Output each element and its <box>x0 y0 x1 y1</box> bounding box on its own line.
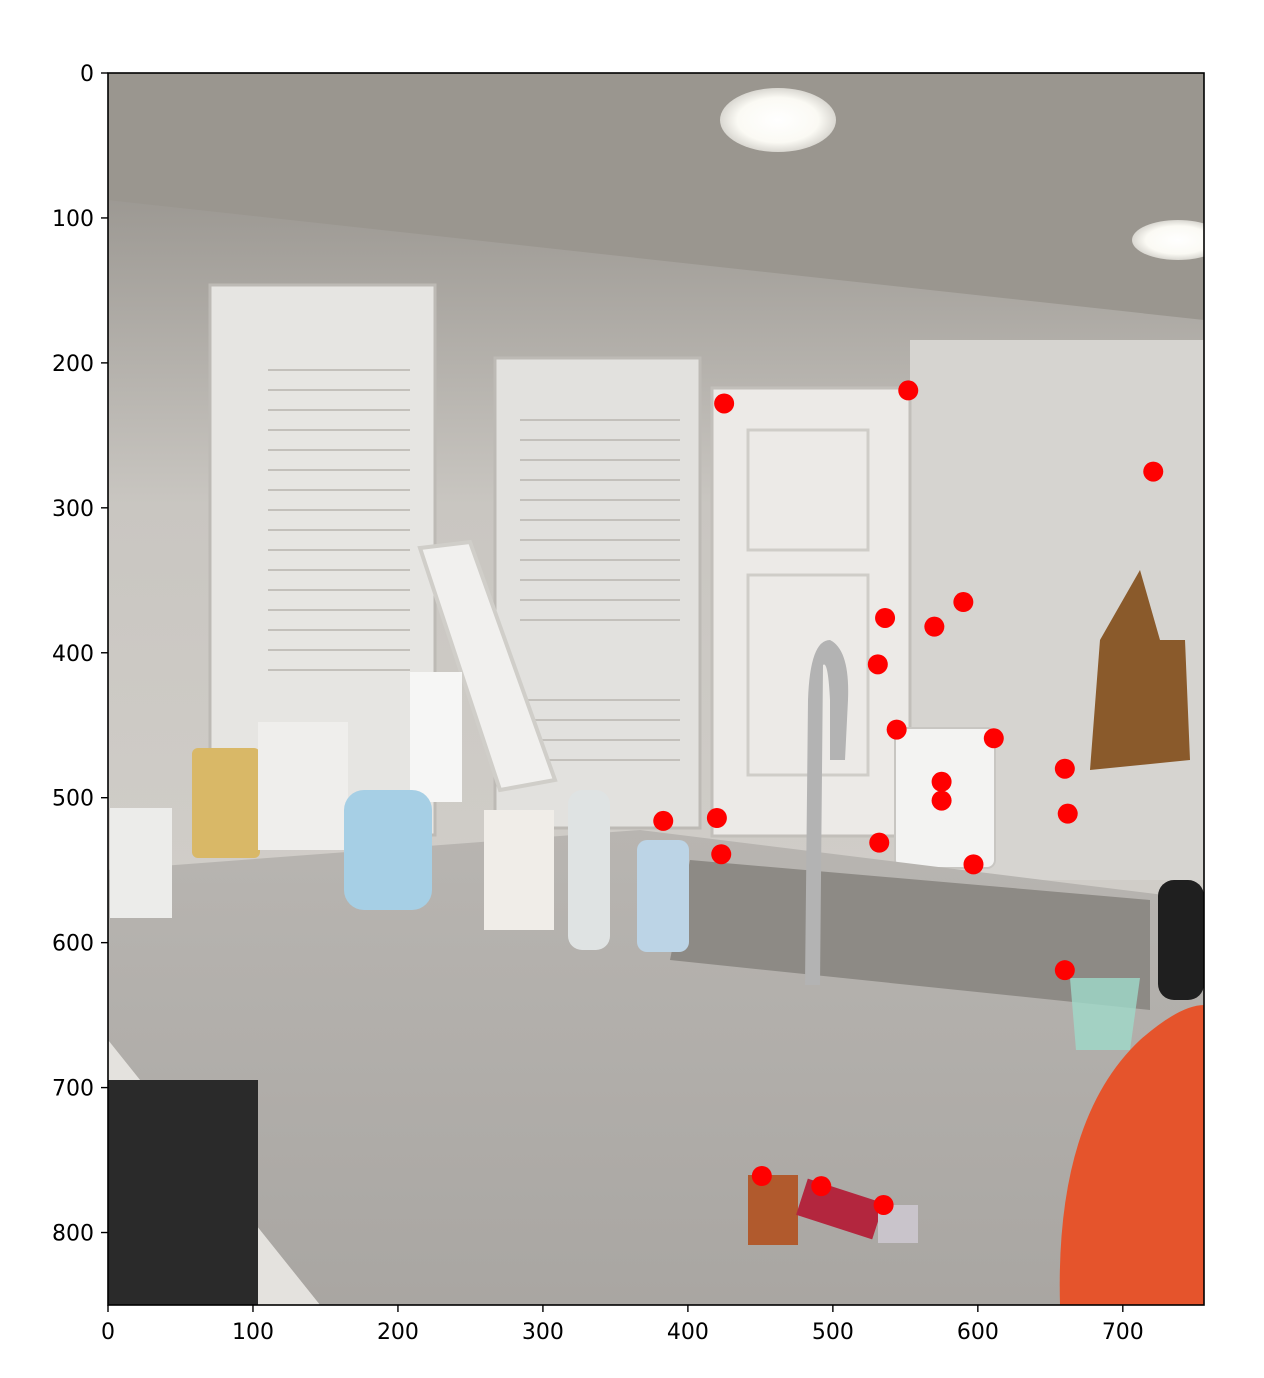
scatter-point <box>1143 461 1164 482</box>
scatter-point <box>924 616 945 637</box>
y-tick-label: 100 <box>52 207 94 232</box>
x-tick-label: 200 <box>377 1320 419 1345</box>
x-tick-label: 0 <box>101 1320 115 1345</box>
x-tick-label: 500 <box>812 1320 854 1345</box>
scatter-point <box>1054 960 1075 981</box>
x-tick-label: 400 <box>667 1320 709 1345</box>
x-tick-label: 100 <box>232 1320 274 1345</box>
scatter-points <box>653 380 1164 1215</box>
background-photo <box>108 73 1204 1305</box>
plot-frame <box>107 72 1205 1306</box>
y-tick-label: 0 <box>80 62 94 87</box>
scatter-point <box>706 807 727 828</box>
y-tick-label: 500 <box>52 787 94 812</box>
scatter-point <box>931 771 952 792</box>
y-tick-label: 300 <box>52 497 94 522</box>
scatter-point <box>873 1194 894 1215</box>
y-tick-label: 400 <box>52 642 94 667</box>
x-tick-label: 600 <box>957 1320 999 1345</box>
scatter-point <box>867 654 888 675</box>
scatter-point <box>931 790 952 811</box>
scatter-point <box>653 810 674 831</box>
scatter-point <box>963 854 984 875</box>
y-tick-label: 600 <box>52 932 94 957</box>
y-tick-label: 800 <box>52 1222 94 1247</box>
scatter-point <box>869 832 890 853</box>
scatter-point <box>886 719 907 740</box>
scatter-point <box>898 380 919 401</box>
scatter-point <box>811 1176 832 1197</box>
y-tick-label: 700 <box>52 1077 94 1102</box>
scatter-point <box>751 1166 772 1187</box>
scatter-point <box>875 607 896 628</box>
scatter-point <box>983 728 1004 749</box>
scatter-point <box>1057 803 1078 824</box>
x-axis-ticks: 0 100 200 300 400 500 600 700 <box>101 1305 1144 1345</box>
y-axis-ticks: 0 100 200 300 400 500 600 700 800 <box>52 62 108 1247</box>
x-tick-label: 700 <box>1102 1320 1144 1345</box>
scatter-point <box>714 393 735 414</box>
x-tick-label: 300 <box>522 1320 564 1345</box>
scatter-point <box>1054 758 1075 779</box>
y-tick-label: 200 <box>52 352 94 377</box>
scatter-point <box>711 844 732 865</box>
scatter-point <box>953 592 974 613</box>
